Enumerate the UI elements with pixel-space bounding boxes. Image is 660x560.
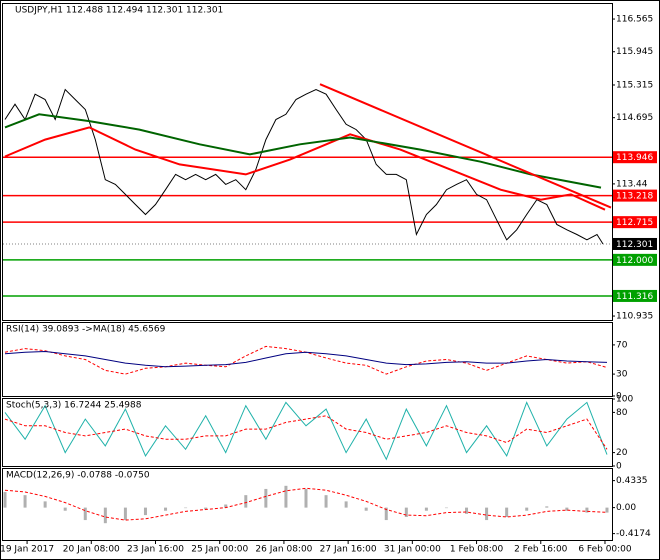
plot-area [3, 485, 609, 524]
level-tag-label: 113.218 [616, 192, 653, 202]
level-tag-label: 113.946 [616, 153, 653, 163]
panel-frame [2, 468, 613, 541]
panel-title: Stoch(5,3,3) 16.7244 25.4988 [6, 401, 142, 411]
histogram-bar [384, 507, 388, 521]
histogram-bar [585, 507, 589, 513]
level-tag [613, 289, 657, 302]
x-tick-label: 27 Jan 16:00 [320, 545, 377, 555]
histogram-bar [505, 507, 509, 517]
histogram-bar [164, 507, 168, 511]
series-line [4, 350, 608, 368]
y-tick-label: 20 [616, 448, 628, 458]
level-tag [613, 216, 657, 229]
histogram-bar [204, 507, 208, 510]
histogram-bar [184, 507, 188, 509]
x-tick-label: 31 Jan 00:00 [384, 545, 441, 555]
level-tag [613, 253, 657, 266]
x-tick-label: 2 Feb 16:00 [514, 545, 568, 555]
y-tick-label: 115.315 [616, 80, 653, 90]
histogram-bar [143, 507, 147, 516]
plot-area [4, 345, 608, 375]
histogram-bar [565, 507, 569, 511]
panel-title: MACD(12,26,9) -0.0788 -0.0750 [6, 471, 150, 481]
panel-frame [2, 3, 613, 321]
y-tick-label: 70 [616, 340, 628, 350]
plot-area [4, 401, 608, 461]
histogram-bar [244, 495, 248, 508]
y-tick-label: 116.565 [616, 15, 653, 25]
series-line [319, 83, 612, 209]
x-tick-label: 23 Jan 16:00 [127, 545, 184, 555]
y-tick-label: 115.945 [616, 47, 653, 57]
level-tag-label: 111.316 [616, 292, 653, 302]
histogram-bar [344, 501, 348, 508]
series-line [4, 126, 606, 211]
series-line [4, 88, 604, 245]
y-tick-label: 113.44 [616, 179, 648, 189]
x-tick-label: 26 Jan 08:00 [255, 545, 312, 555]
histogram-bar [404, 507, 408, 517]
histogram-bar [284, 485, 288, 508]
x-tick-label: 19 Jan 2017 [0, 545, 54, 555]
y-tick-label: 114.695 [616, 113, 653, 123]
series-line [4, 401, 608, 461]
y-tick-label: 0 [616, 392, 622, 402]
x-tick-label: 20 Jan 08:00 [63, 545, 120, 555]
plot-area [3, 83, 612, 297]
y-tick-label: 0.4335 [616, 476, 648, 486]
level-tag-label: 112.715 [616, 218, 653, 228]
histogram-bar [444, 507, 448, 509]
panel-title: RSI(14) 39.0893 ->MA(18) 45.6569 [6, 325, 166, 335]
x-tick-label: 25 Jan 00:00 [191, 545, 248, 555]
last-price-tag [613, 237, 657, 250]
series-line [4, 113, 602, 189]
histogram-bar [43, 501, 47, 508]
histogram-bar [424, 507, 428, 511]
histogram-bar [23, 495, 27, 508]
y-tick-label: 80 [616, 408, 628, 418]
histogram-bar [485, 507, 489, 521]
level-tag [613, 189, 657, 202]
histogram-bar [123, 507, 127, 521]
histogram-bar [605, 507, 609, 513]
level-tag [613, 151, 657, 164]
level-tag-label: 112.000 [616, 256, 653, 266]
histogram-bar [364, 507, 368, 511]
y-tick-label: -0.4174 [616, 529, 651, 539]
histogram-bar [264, 488, 268, 508]
histogram-bar [103, 507, 107, 524]
y-tick-label: 100 [616, 395, 633, 405]
histogram-bar [224, 504, 228, 508]
y-tick-label: 0.00 [616, 503, 636, 513]
histogram-bar [465, 507, 469, 514]
panel-title: USDJPY,H1 112.488 112.494 112.301 112.30… [15, 6, 223, 16]
y-tick-label: 0 [616, 462, 622, 472]
histogram-bar [304, 488, 308, 508]
histogram-bar [3, 492, 7, 508]
histogram-bar [83, 507, 87, 521]
y-tick-label: 110.935 [616, 312, 653, 322]
last-price-label: 112.301 [616, 240, 653, 250]
histogram-bar [545, 506, 549, 508]
y-tick-label: 30 [616, 370, 628, 380]
histogram-bar [525, 507, 529, 511]
x-tick-label: 6 Feb 00:00 [578, 545, 632, 555]
x-tick-label: 1 Feb 08:00 [450, 545, 504, 555]
histogram-bar [63, 507, 67, 511]
histogram-bar [324, 495, 328, 508]
